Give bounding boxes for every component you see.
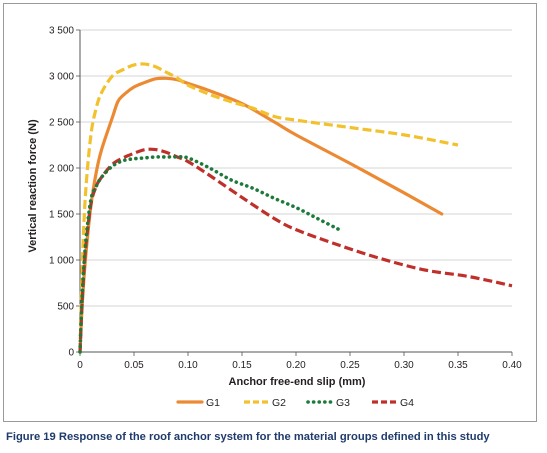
legend-label-g4: G4 [400,397,414,409]
series-lines [78,62,513,354]
y-tick-label: 1 000 [49,256,74,267]
x-tick-label: 0.05 [124,360,144,371]
axes [76,29,513,356]
y-tick-labels: 0 500 1 000 1 500 2 000 2 500 3 000 3 500 [49,26,74,359]
series-line-g3 [78,154,341,354]
x-axis-label: Anchor free-end slip (mm) [229,376,366,388]
legend: G1 G2 G3 G4 [176,397,414,409]
x-tick-label: 0 [77,360,83,371]
y-tick-label: 3 500 [49,26,74,37]
series-line-g4 [78,147,513,353]
legend-label-g2: G2 [272,397,286,409]
figure-label: Figure 19 [6,431,56,443]
caption-text: Response of the roof anchor system for t… [58,431,490,443]
gridlines [80,29,512,307]
y-axis-label: Vertical reaction force (N) [27,119,39,253]
x-tick-label: 0.40 [502,360,522,371]
y-tick-label: 0 [68,348,74,359]
series-line-g1 [78,76,444,354]
legend-label-g1: G1 [206,397,220,409]
legend-label-g3: G3 [336,397,350,409]
y-tick-label: 500 [57,302,74,313]
x-tick-label: 0.20 [286,360,306,371]
x-tick-label: 0.10 [178,360,198,371]
x-tick-label: 0.25 [340,360,360,371]
x-tick-label: 0.15 [232,360,252,371]
figure-caption: Figure 19 Response of the roof anchor sy… [6,431,490,443]
y-tick-label: 3 000 [49,72,74,83]
series-line-g2 [78,62,459,353]
x-tick-label: 0.30 [394,360,414,371]
x-tick-labels: 0 0.05 0.10 0.15 0.20 0.25 0.30 0.35 0.40 [77,360,522,371]
y-tick-label: 2 000 [49,164,74,175]
y-tick-label: 2 500 [49,118,74,129]
y-tick-label: 1 500 [49,210,74,221]
x-tick-label: 0.35 [448,360,468,371]
